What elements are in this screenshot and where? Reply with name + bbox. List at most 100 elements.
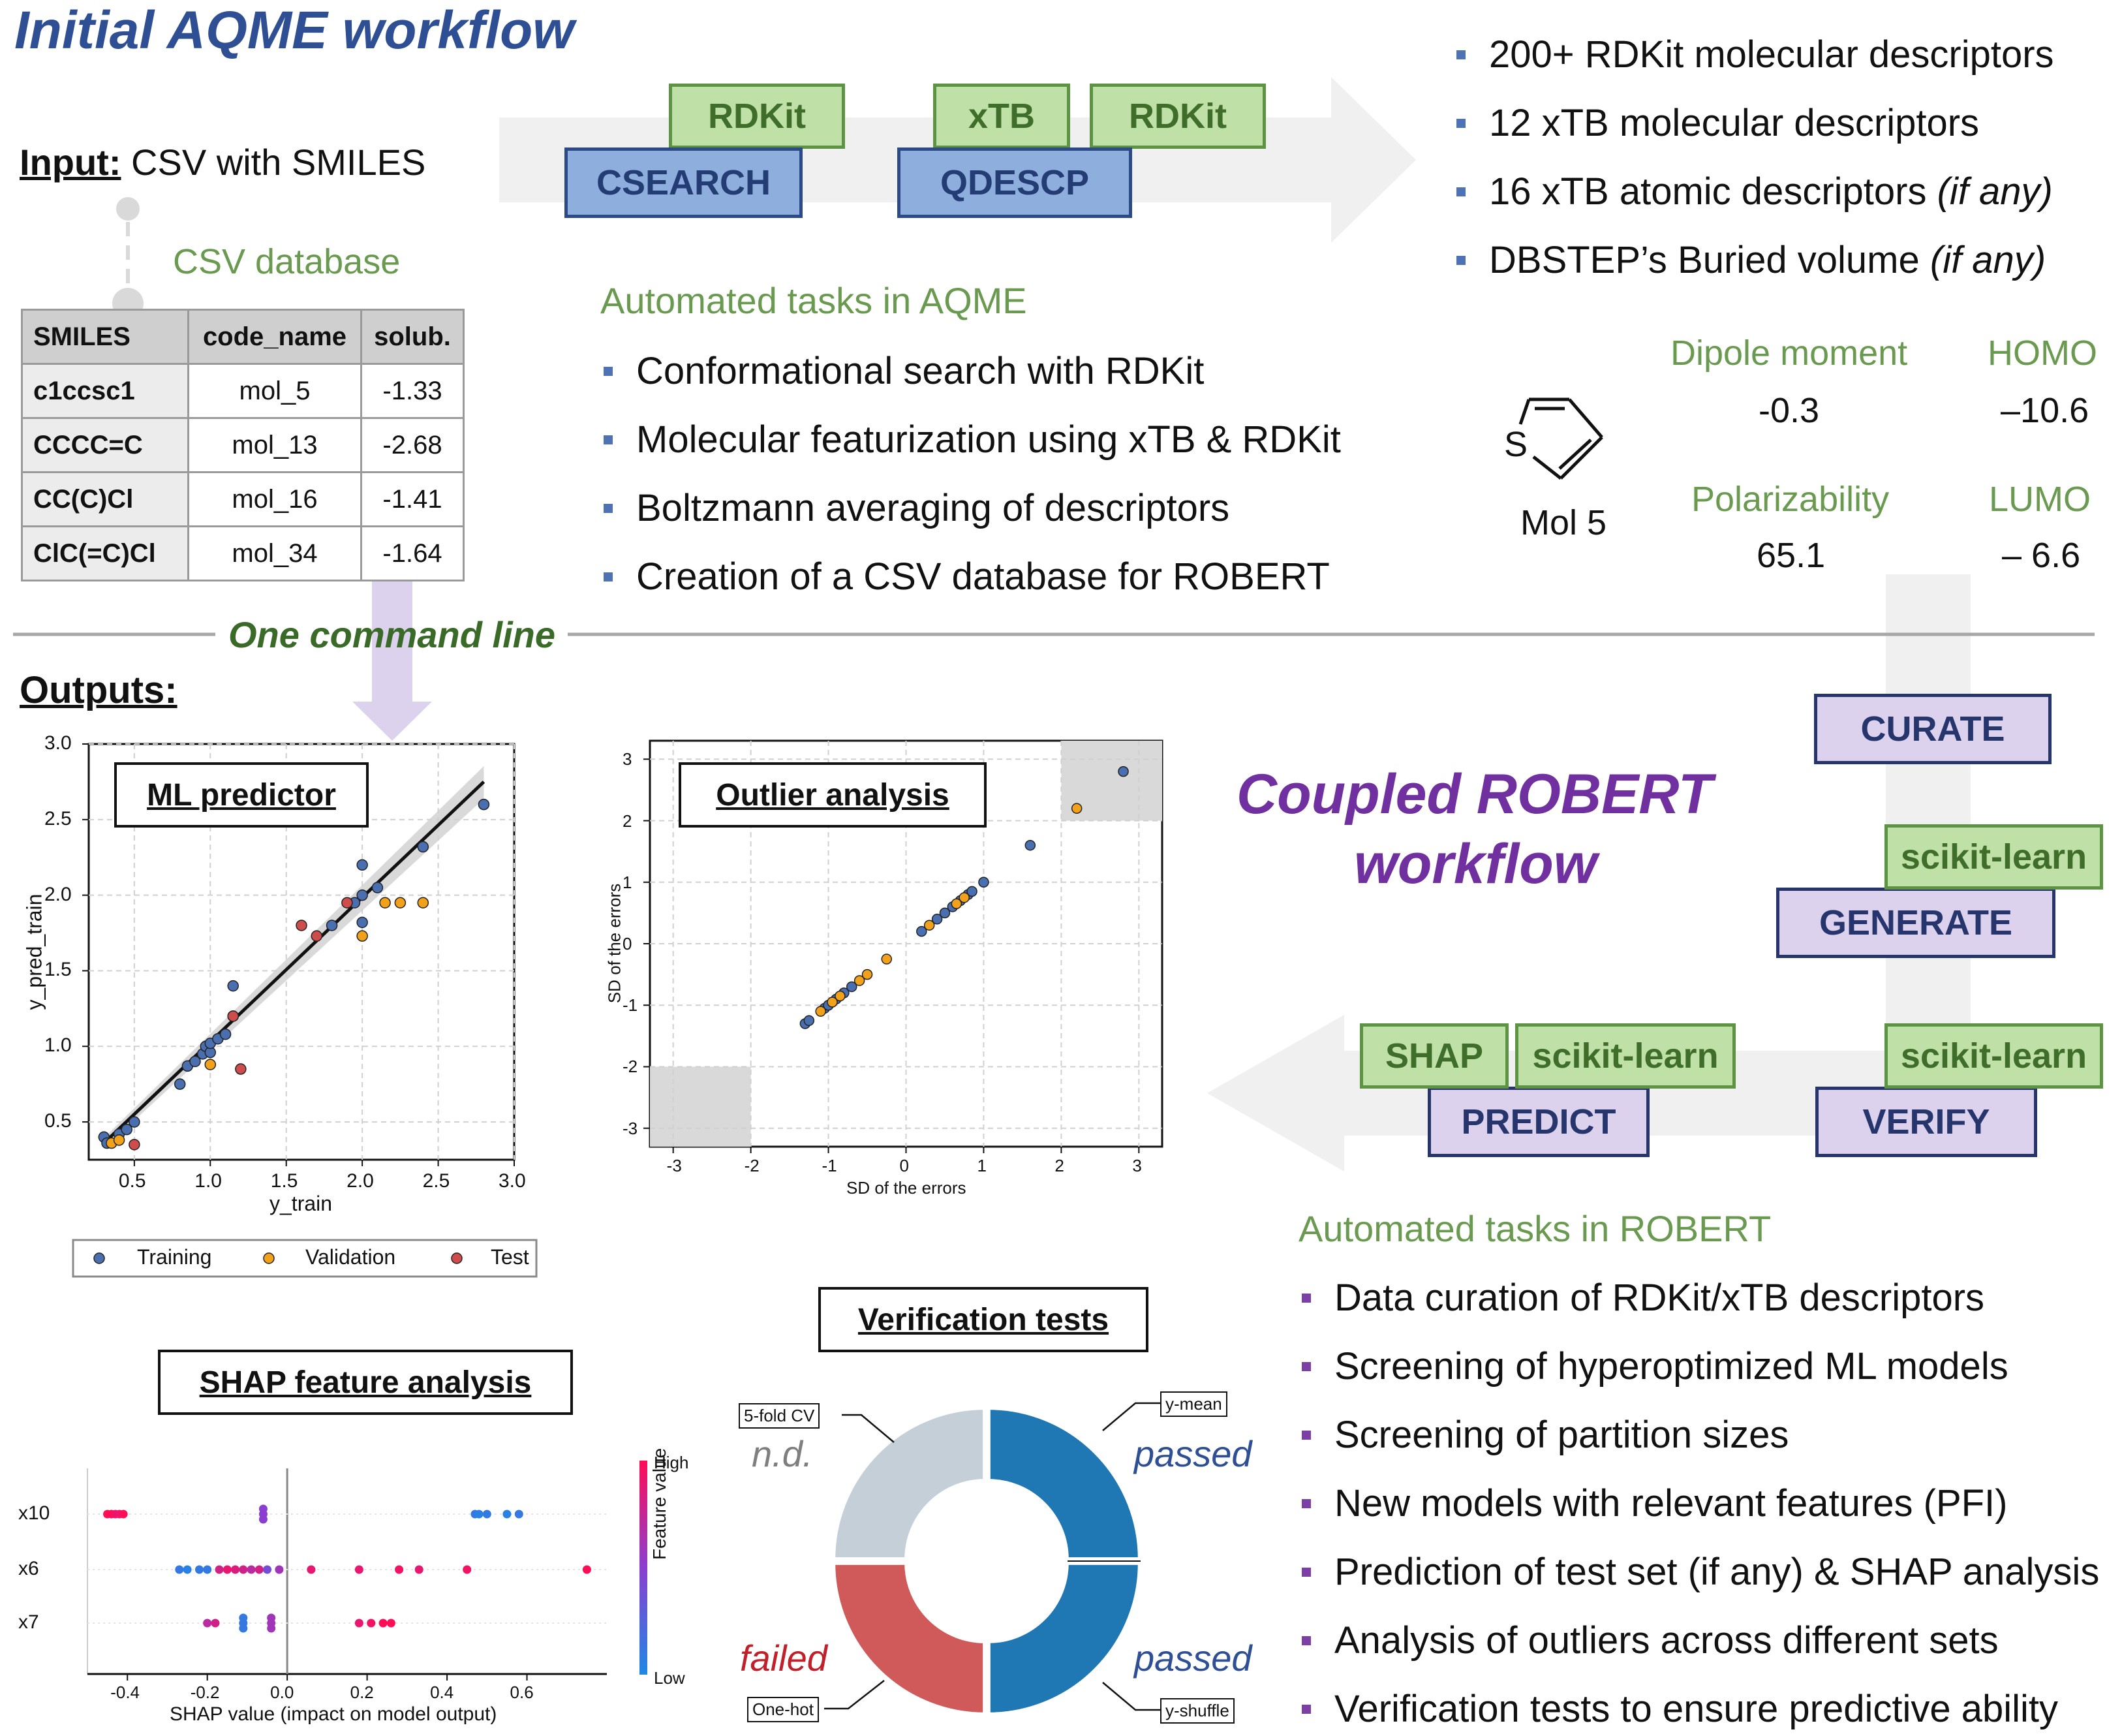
aqme-task-text: Creation of a CSV database for ROBERT: [636, 555, 1330, 598]
input-text: CSV with SMILES: [121, 142, 426, 183]
ml-point-training: [371, 882, 384, 893]
shap-point-x7: [378, 1619, 388, 1628]
shap-point-x6: [223, 1565, 232, 1574]
csearch-box: CSEARCH: [564, 147, 803, 218]
robert-title-line2: workflow: [1354, 833, 1597, 895]
code-name-cell: mol_13: [187, 417, 362, 473]
ml-xtick-label: 2.0: [346, 1170, 374, 1192]
outlier-ytick-label: 3: [623, 749, 632, 769]
shap-point-x6: [231, 1565, 240, 1574]
aqme-task-item: Boltzmann averaging of descriptors: [604, 486, 1229, 530]
ml-point-training: [219, 1028, 232, 1040]
robert-task-text: Verification tests to ensure predictive …: [1334, 1688, 2058, 1730]
csv-table: SMILES code_name solub. c1ccsc1 mol_5 -1…: [21, 309, 465, 581]
outlier-point-validation: [923, 920, 935, 931]
slice-label-y-shuffle: y-shuffle: [1160, 1698, 1235, 1724]
ml-ytick-label: 3.0: [44, 732, 72, 754]
outlier-ytick-label: 2: [623, 811, 632, 831]
aqme-task-text: Boltzmann averaging of descriptors: [636, 487, 1230, 529]
legend-validation: Validation: [305, 1245, 396, 1269]
ml-point-training: [417, 841, 429, 853]
homo-label: HOMO: [1988, 333, 2097, 373]
shap-point-x7: [239, 1624, 248, 1633]
verify-box: VERIFY: [1815, 1087, 2037, 1157]
bullet-icon: [1302, 1635, 1311, 1645]
outlier-point-validation: [835, 990, 846, 1002]
descriptor-item: 200+ RDKit molecular descriptors: [1456, 33, 2054, 76]
bullet-icon: [1302, 1704, 1311, 1714]
homo-value: –10.6: [2001, 391, 2089, 430]
outlier-xlabel: SD of the errors: [846, 1178, 966, 1198]
csv-db-label: CSV database: [173, 242, 401, 281]
smiles-cell: c1ccsc1: [21, 363, 189, 419]
status-passed-bottom: passed: [1134, 1637, 1252, 1679]
outlier-ytick-label: 1: [623, 872, 632, 892]
outlier-point-training: [978, 876, 989, 888]
robert-task-item: Analysis of outliers across different se…: [1302, 1619, 1999, 1662]
outlier-point-validation: [1071, 803, 1083, 814]
bullet-icon: [604, 435, 613, 444]
ml-point-validation: [204, 1059, 217, 1070]
xtb-box: xTB: [933, 84, 1070, 149]
outlier-ytick-label: 0: [623, 934, 632, 953]
outlier-point-training: [916, 925, 927, 937]
outlier-point-validation: [853, 975, 865, 986]
legend-training: Training: [137, 1245, 212, 1269]
shap-xtick-label: -0.4: [110, 1682, 140, 1702]
outlier-xtick-label: 1: [977, 1156, 987, 1175]
ml-point-training: [174, 1078, 186, 1090]
aqme-task-text: Conformational search with RDKit: [636, 350, 1205, 392]
ml-xtick-label: 3.0: [499, 1170, 526, 1192]
csv-header: solub.: [360, 309, 465, 365]
ml-xtick-label: 0.5: [118, 1170, 146, 1192]
robert-task-text: Prediction of test set (if any) & SHAP a…: [1334, 1551, 2100, 1593]
predict-box: PREDICT: [1428, 1087, 1650, 1157]
legend-marker-training: [93, 1252, 105, 1264]
shap-point-x10: [258, 1504, 268, 1513]
robert-task-item: Screening of partition sizes: [1302, 1413, 1789, 1457]
polarizability-label: Polarizability: [1691, 480, 1890, 519]
shap-point-x7: [267, 1613, 276, 1622]
shap-feature-label: x6: [18, 1558, 39, 1579]
robert-task-text: Screening of hyperoptimized ML models: [1334, 1345, 2008, 1387]
solubility-cell: -1.64: [360, 525, 465, 581]
outlier-xtick-label: -2: [744, 1156, 760, 1175]
outlier-point-validation: [815, 1006, 826, 1017]
bullet-icon: [1302, 1498, 1311, 1508]
shap-point-x6: [175, 1565, 184, 1574]
shap-xtick-label: 0.6: [510, 1682, 534, 1702]
shap-point-x6: [582, 1565, 591, 1574]
outlier-point-training: [966, 886, 977, 897]
legend-marker-validation: [263, 1252, 275, 1264]
csv-header-row: SMILES code_name solub.: [21, 309, 465, 365]
outlier-point-training: [939, 907, 951, 919]
table-row: ClC(=C)Cl mol_34 -1.64: [21, 525, 465, 581]
outlier-point-training: [1024, 839, 1036, 851]
scikit-learn-box-generate: scikit-learn: [1884, 824, 2103, 890]
ml-xtick-label: 1.5: [270, 1170, 298, 1192]
descriptor-item: DBSTEP’s Buried volume (if any): [1456, 238, 2046, 282]
outlier-point-validation: [881, 953, 893, 965]
shap-xlabel: SHAP value (impact on model output): [170, 1703, 497, 1725]
shap-point-x6: [307, 1565, 316, 1574]
outlier-point-validation: [861, 969, 873, 980]
table-row: CCCC=C mol_13 -2.68: [21, 417, 465, 473]
outlier-point-training: [1118, 766, 1129, 777]
code-name-cell: mol_5: [187, 363, 362, 419]
outlier-title: Outlier analysis: [679, 762, 987, 828]
verification-donut: [831, 1406, 1142, 1716]
bullet-icon: [1302, 1293, 1311, 1303]
shap-point-x10: [502, 1510, 512, 1519]
donut-slice-y-shuffle: [986, 1560, 1142, 1716]
donut-slice-y-mean: [986, 1406, 1142, 1562]
lumo-value: – 6.6: [2002, 536, 2081, 575]
outlier-ytick-label: -1: [623, 995, 638, 1015]
shap-point-x6: [203, 1565, 212, 1574]
shap-point-x6: [354, 1565, 363, 1574]
outlier-ytick-label: -2: [623, 1057, 638, 1077]
slice-label-one-hot: One-hot: [747, 1697, 819, 1722]
code-name-cell: mol_16: [187, 471, 362, 527]
shap-point-x6: [275, 1565, 284, 1574]
robert-tasks-title: Automated tasks in ROBERT: [1299, 1208, 1772, 1249]
scikit-learn-box-predict: scikit-learn: [1515, 1023, 1736, 1089]
